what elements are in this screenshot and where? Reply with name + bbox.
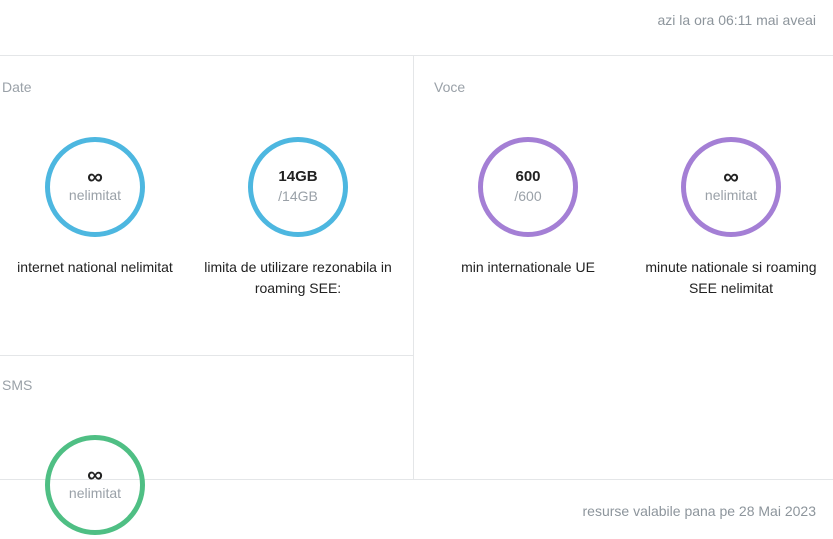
gauge-sub: nelimitat (704, 187, 758, 203)
national-minutes-gauge: ∞ nelimitat (681, 137, 781, 237)
section-title: SMS (2, 377, 33, 393)
column-divider (413, 56, 414, 479)
gauge-sub: /600 (514, 188, 542, 204)
validity-text: resurse valabile pana pe 28 Mai 2023 (582, 503, 817, 519)
infinity-icon: ∞ (723, 164, 739, 189)
intl-minutes-gauge: 600 /600 (478, 137, 578, 237)
infinity-icon: ∞ (87, 164, 103, 189)
gauge-label: internet national nelimitat (17, 259, 173, 275)
gauge-label: minute nationale si roaming SEE nelimita… (645, 259, 817, 296)
infinity-icon: ∞ (87, 462, 103, 487)
unlimited-sms-gauge: ∞ nelimitat (45, 435, 145, 535)
gauge-sub: nelimitat (68, 187, 122, 203)
header-divider (0, 55, 833, 56)
last-update-text: azi la ora 06:11 mai aveai (657, 12, 817, 28)
footer-divider (0, 479, 833, 480)
gauge-value: 14GB (278, 168, 318, 185)
gauge-value: 600 (515, 168, 541, 185)
gauge-sub: nelimitat (68, 485, 122, 501)
section-divider (0, 355, 413, 356)
unlimited-data-gauge: ∞ nelimitat (45, 137, 145, 237)
gauge-label: limita de utilizare rezonabila in roamin… (204, 259, 392, 296)
gauge-label: min internationale UE (461, 259, 595, 275)
gauge-sub: /14GB (278, 188, 318, 204)
section-title: Voce (434, 79, 466, 95)
section-title: Date (2, 79, 32, 95)
roaming-data-gauge: 14GB /14GB (248, 137, 348, 237)
